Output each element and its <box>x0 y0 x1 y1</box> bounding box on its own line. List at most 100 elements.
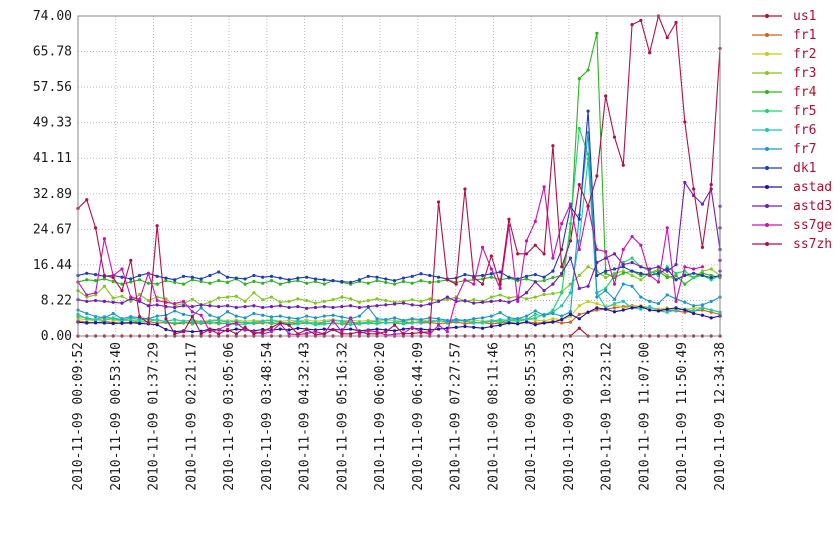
data-point <box>225 275 230 279</box>
x-tick-label: 2010-11-09 01:37:29 <box>147 342 162 491</box>
legend-item: us1 <box>752 9 816 24</box>
data-point <box>217 332 221 336</box>
data-point <box>428 332 432 336</box>
data-point <box>524 239 529 243</box>
legend-label: astad <box>793 180 832 195</box>
legend-item: fr5 <box>752 104 816 119</box>
data-point <box>340 315 344 319</box>
data-point <box>524 277 529 281</box>
legend-item: fr4 <box>752 85 817 100</box>
data-point <box>683 273 687 278</box>
data-point <box>287 332 291 336</box>
data-point <box>410 331 414 336</box>
legend-marker <box>765 147 769 151</box>
data-point <box>225 327 230 332</box>
data-point <box>648 267 652 271</box>
data-point <box>445 295 449 299</box>
data-point <box>586 310 590 314</box>
data-point <box>208 300 212 304</box>
data-point <box>120 275 124 279</box>
legend-label: fr1 <box>793 28 816 43</box>
data-point <box>217 318 221 323</box>
data-point <box>401 327 405 331</box>
legend-item: dk1 <box>752 161 816 176</box>
data-point <box>612 301 617 306</box>
data-point <box>498 298 502 303</box>
data-point <box>568 320 573 324</box>
data-point <box>173 305 177 310</box>
data-point <box>234 314 238 318</box>
data-point <box>181 282 186 286</box>
data-point <box>393 316 397 320</box>
data-point <box>111 317 115 321</box>
legend-item: ss7ge <box>752 218 832 233</box>
data-point <box>269 304 274 309</box>
data-point <box>384 330 388 334</box>
data-point <box>428 302 432 306</box>
data-point <box>181 312 186 316</box>
data-point <box>630 234 634 239</box>
data-point <box>700 265 705 269</box>
data-point <box>190 314 194 319</box>
data-point <box>217 322 221 326</box>
data-point <box>129 277 133 281</box>
data-point <box>287 299 291 304</box>
data-point <box>261 298 265 302</box>
data-point <box>551 276 555 280</box>
legend-label: fr3 <box>793 66 816 81</box>
data-point <box>102 273 106 278</box>
data-point <box>129 320 133 325</box>
data-point <box>190 275 194 279</box>
legend-marker <box>765 90 769 94</box>
legend-label: fr2 <box>793 47 816 62</box>
data-point <box>480 320 485 324</box>
data-point <box>533 219 537 224</box>
data-point <box>393 279 397 283</box>
data-point <box>639 271 643 275</box>
data-point <box>366 320 370 324</box>
data-point <box>498 270 502 274</box>
data-point <box>199 332 203 336</box>
data-point <box>480 245 485 249</box>
data-point <box>208 273 212 278</box>
data-point <box>551 317 555 321</box>
data-point <box>305 281 309 285</box>
data-point <box>410 321 414 325</box>
data-point <box>349 323 353 327</box>
data-point <box>674 263 678 267</box>
data-point <box>375 319 379 323</box>
legend-item: astd3 <box>752 199 832 214</box>
series-ss7zh <box>76 14 722 337</box>
data-point <box>419 304 423 308</box>
data-point <box>516 277 520 281</box>
x-tick-label: 2010-11-09 06:44:09 <box>411 342 426 491</box>
data-point <box>639 304 643 309</box>
data-point <box>568 310 573 314</box>
data-point <box>612 267 617 271</box>
data-point <box>217 327 221 332</box>
data-point <box>366 298 370 303</box>
y-tick-label: 57.56 <box>33 80 72 95</box>
data-point <box>278 282 282 286</box>
data-point <box>357 321 362 325</box>
data-point <box>252 311 256 316</box>
legend-item: ss7zh <box>752 237 832 252</box>
data-point <box>375 327 379 331</box>
legend-item: fr1 <box>752 28 816 43</box>
data-point <box>173 309 177 313</box>
data-point <box>551 292 555 296</box>
data-point <box>683 282 687 286</box>
data-point <box>401 322 405 326</box>
x-tick-label: 2010-11-09 00:53:40 <box>109 342 124 491</box>
data-point <box>164 297 168 301</box>
y-tick-label: 32.89 <box>33 187 72 202</box>
data-point <box>568 239 573 243</box>
data-point <box>349 297 353 301</box>
data-point <box>199 306 203 310</box>
data-point <box>480 300 485 304</box>
data-point <box>190 310 194 314</box>
data-point <box>674 271 678 275</box>
data-point <box>436 327 441 331</box>
data-point <box>190 318 194 323</box>
